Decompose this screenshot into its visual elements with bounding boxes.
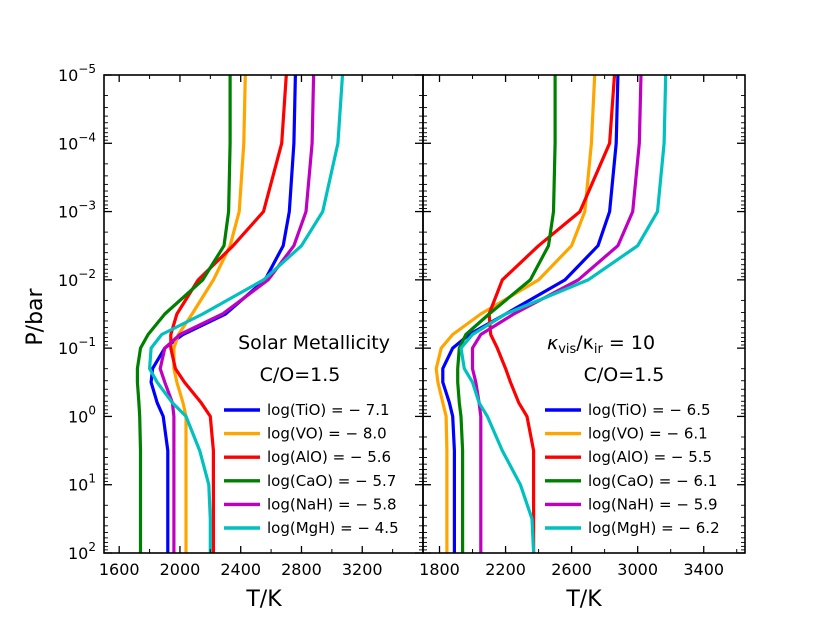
right-series-line-5 — [459, 75, 668, 553]
right-annotation-line2: C/O=1.5 — [584, 364, 665, 386]
left-x-tick-label: 3200 — [342, 560, 383, 579]
y-tick-base: 10 — [58, 339, 78, 358]
right-legend-label: log(AlO) = − 5.5 — [588, 448, 712, 466]
y-tick-exponent: −1 — [78, 335, 96, 349]
left-legend-label: log(NaH) = − 5.8 — [267, 495, 397, 513]
y-tick-label: 10−5 — [58, 62, 96, 85]
y-tick-base: 10 — [68, 476, 88, 495]
right-x-tick-label: 2200 — [485, 560, 526, 579]
y-tick-base: 10 — [68, 407, 88, 426]
kappa-ir-symbol: /κ — [576, 332, 594, 354]
left-series-line-2 — [169, 75, 288, 553]
right-plot-frame — [422, 74, 746, 554]
y-axis-label: P/bar — [23, 287, 48, 345]
right-annotation-line1: κvis/κir = 10 — [547, 332, 655, 357]
left-x-tick-label: 2800 — [281, 560, 322, 579]
right-series-line-4 — [470, 75, 643, 553]
kappa-symbol: κ — [547, 332, 559, 354]
y-tick-base: 10 — [68, 544, 88, 563]
y-tick-label: 102 — [68, 540, 96, 563]
y-tick-exponent: −2 — [78, 267, 96, 281]
right-x-tick-label: 3000 — [617, 560, 658, 579]
left-series-line-1 — [172, 75, 247, 553]
left-x-axis-label: T/K — [245, 587, 282, 612]
left-series-line-3 — [135, 75, 232, 553]
kappa-ratio-value: = 10 — [603, 332, 655, 354]
right-legend-label: log(VO) = − 6.1 — [588, 425, 708, 443]
left-annotation-line2: C/O=1.5 — [260, 364, 341, 386]
right-x-axis-label: T/K — [565, 587, 602, 612]
left-legend-label: log(CaO) = − 5.7 — [267, 472, 396, 490]
left-legend-label: log(VO) = − 8.0 — [267, 425, 387, 443]
kappa-subscript-ir: ir — [594, 342, 604, 357]
y-tick-base: 10 — [58, 66, 78, 85]
left-legend-label: log(TiO) = − 7.1 — [267, 401, 390, 419]
y-tick-label: 10−4 — [58, 130, 96, 153]
right-series-line-1 — [434, 75, 597, 553]
y-tick-label: 101 — [68, 472, 96, 495]
right-x-tick-label: 1800 — [419, 560, 460, 579]
right-panel: 1800 2200 2600 3000 3400 log(TiO) = − 6.5 log(… — [419, 74, 746, 579]
right-legend-label: log(NaH) = − 5.9 — [588, 495, 718, 513]
left-series-line-5 — [148, 75, 345, 553]
y-tick-label: 10−1 — [58, 335, 96, 358]
y-tick-exponent: −3 — [78, 199, 96, 213]
left-panel: 1600 2000 2400 2800 320010−510−410−310−210−1… — [58, 62, 424, 579]
left-legend-label: log(MgH) = − 4.5 — [267, 519, 399, 537]
kappa-subscript-vis: vis — [558, 342, 576, 357]
y-tick-exponent: −4 — [78, 130, 96, 144]
y-tick-exponent: 0 — [88, 403, 96, 417]
y-tick-exponent: −5 — [78, 62, 96, 76]
right-legend-label: log(CaO) = − 6.1 — [588, 472, 717, 490]
y-tick-label: 10−3 — [58, 199, 96, 222]
left-x-tick-label: 2000 — [160, 560, 201, 579]
y-tick-base: 10 — [58, 271, 78, 290]
y-tick-label: 10−2 — [58, 267, 96, 290]
left-annotation-line1: Solar Metallicity — [238, 332, 390, 354]
right-series-line-2 — [487, 75, 617, 553]
left-series-line-4 — [158, 75, 316, 553]
right-x-tick-label: 3400 — [683, 560, 724, 579]
y-tick-base: 10 — [58, 134, 78, 153]
y-tick-exponent: 1 — [88, 472, 96, 486]
left-x-tick-label: 2400 — [220, 560, 261, 579]
right-series-line-0 — [441, 75, 620, 553]
right-legend-label: log(MgH) = − 6.2 — [588, 519, 720, 537]
right-legend-label: log(TiO) = − 6.5 — [588, 401, 711, 419]
left-legend-label: log(AlO) = − 5.6 — [267, 448, 391, 466]
right-series-line-3 — [456, 75, 557, 553]
left-x-tick-label: 1600 — [99, 560, 140, 579]
y-tick-label: 100 — [68, 403, 96, 426]
y-tick-exponent: 2 — [88, 540, 96, 554]
right-x-tick-label: 2600 — [551, 560, 592, 579]
y-tick-base: 10 — [58, 203, 78, 222]
